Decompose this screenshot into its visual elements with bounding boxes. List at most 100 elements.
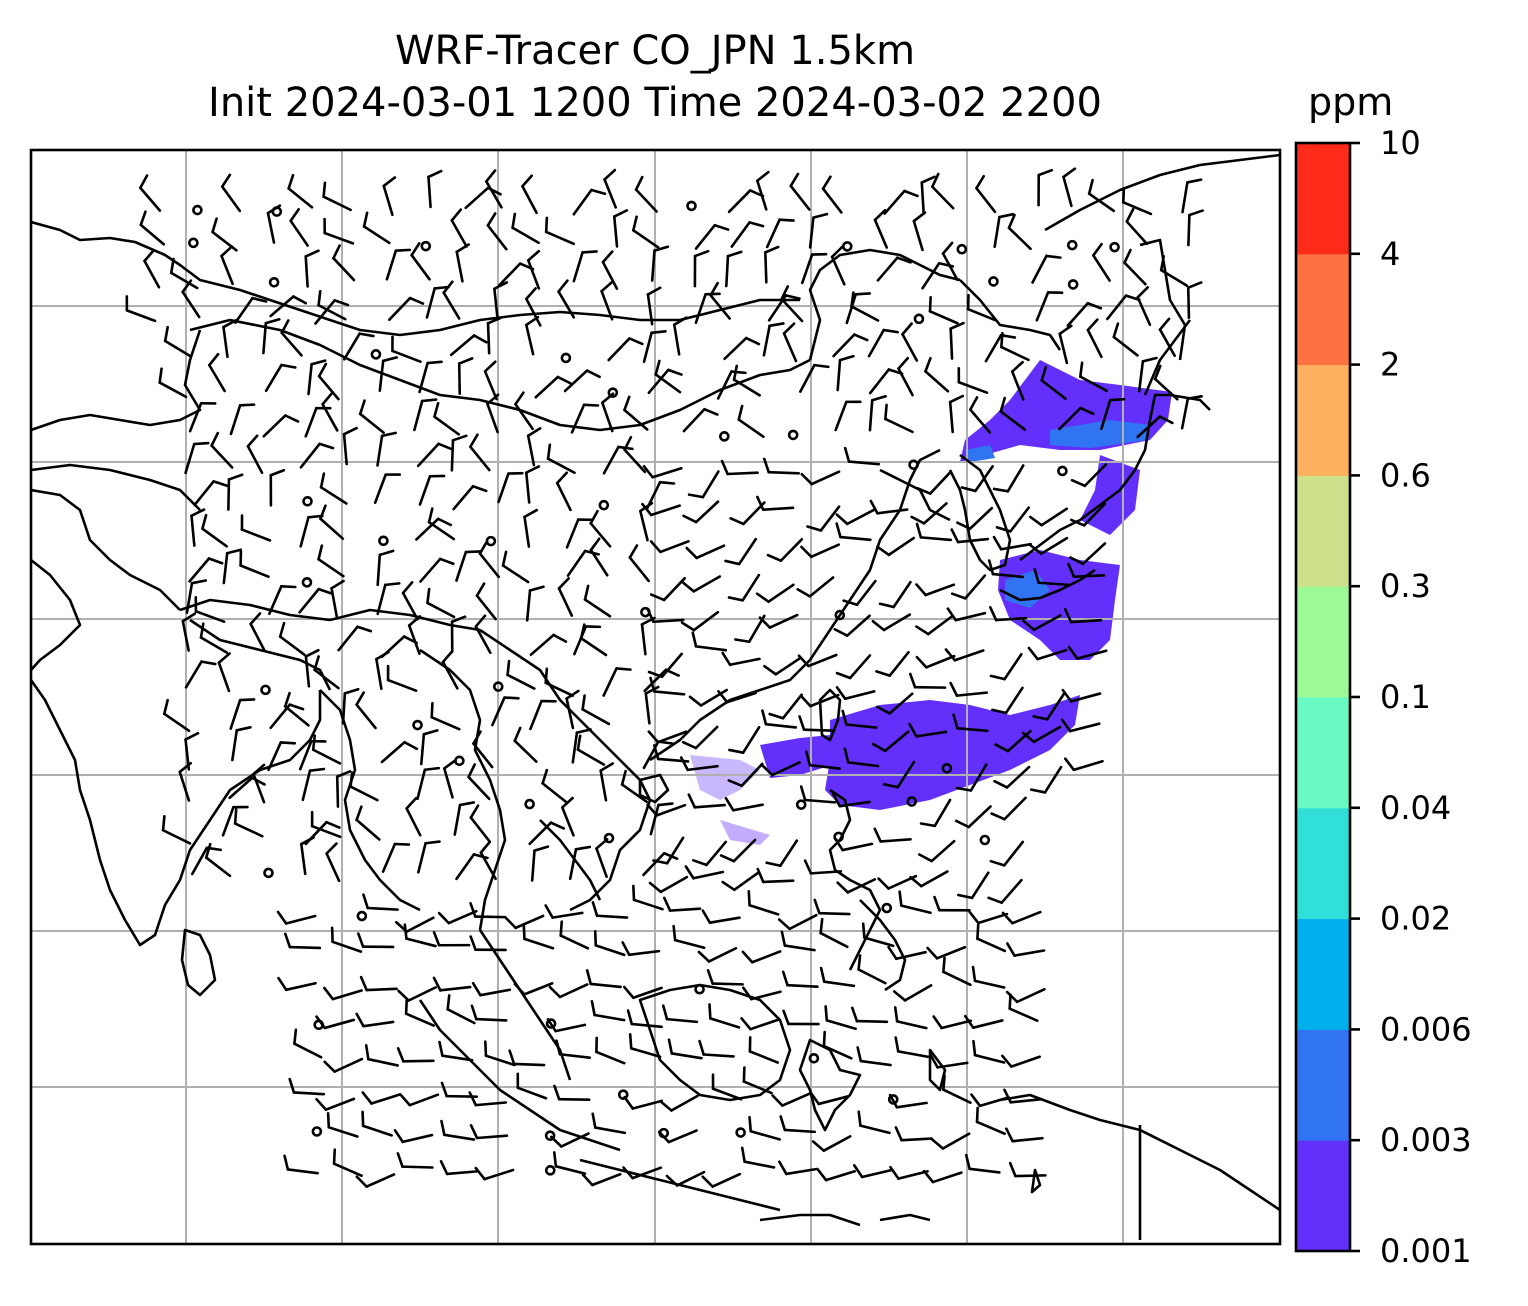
wind-barb-flag: [766, 553, 783, 563]
wind-barb-flag: [533, 845, 550, 852]
wind-barb-flag: [893, 1006, 899, 1023]
wind-barb-shaft: [162, 712, 191, 733]
wind-barb-flag: [358, 332, 375, 338]
wind-barb-flag: [824, 1005, 829, 1022]
wind-barb: [970, 1093, 1011, 1108]
wind-barb-shaft: [883, 189, 906, 215]
wind-barb: [332, 1148, 363, 1177]
coastline-segment: [638, 773, 670, 804]
wind-barb-shaft: [967, 805, 992, 829]
wind-barb: [740, 1146, 776, 1169]
calm-wind-circle: [356, 910, 368, 922]
wind-barb-flag: [1078, 361, 1084, 378]
wind-barb-shaft: [1092, 254, 1111, 282]
wind-barb-flag: [321, 392, 333, 406]
wind-barb: [915, 614, 954, 636]
wind-barb-flag: [799, 785, 807, 802]
wind-barb-flag: [343, 687, 360, 695]
wind-barb-shaft: [973, 979, 1006, 989]
wind-barb-shaft: [627, 949, 661, 957]
wind-barb-flag: [349, 771, 354, 788]
wind-barb-flag: [782, 1009, 790, 1026]
wind-barb: [522, 923, 555, 950]
wind-barb-flag: [190, 508, 206, 518]
wind-barb: [288, 1077, 326, 1096]
calm-wind-circle: [545, 1018, 557, 1029]
wind-barb-shaft: [1000, 878, 1023, 904]
wind-barb: [544, 216, 575, 246]
wind-barb: [821, 175, 843, 214]
wind-barb: [647, 368, 683, 395]
wind-barb-flag: [283, 932, 292, 949]
wind-barb: [969, 396, 992, 434]
wind-barb: [1010, 360, 1025, 401]
wind-barb-shaft: [125, 309, 157, 323]
wind-barb: [385, 248, 412, 281]
wind-barb: [280, 319, 303, 357]
wind-barb-flag: [1001, 1054, 1013, 1068]
wind-barb-flag: [1032, 715, 1049, 721]
wind-barb: [417, 840, 441, 874]
wind-barb-flag: [894, 1036, 900, 1053]
wind-barb-shaft: [516, 1086, 548, 1100]
wind-barb: [963, 1014, 1004, 1029]
wind-barb-flag: [994, 743, 1010, 753]
wind-barb: [956, 506, 994, 531]
wind-barb-flag: [634, 175, 644, 191]
wind-barb: [599, 762, 615, 802]
wind-barb: [396, 1047, 435, 1063]
wind-barb: [930, 1132, 971, 1150]
coastline-segment: [808, 248, 961, 361]
wind-barb-shaft: [692, 870, 725, 880]
wind-barb-shaft: [695, 544, 726, 560]
wind-barb-shaft: [361, 1124, 393, 1137]
wind-barb-flag: [581, 250, 598, 254]
wind-barb-shaft: [650, 249, 656, 282]
wind-barb-shaft: [968, 1167, 1001, 1174]
wind-barb-shaft: [786, 983, 819, 989]
wind-barb-flag: [1058, 324, 1073, 336]
wind-barb-shaft: [554, 1023, 587, 1033]
wind-barb: [474, 614, 492, 655]
wind-barb-flag: [1063, 608, 1073, 624]
wind-barb-shaft: [229, 698, 242, 730]
wind-barb: [850, 291, 880, 322]
wind-barb: [1159, 255, 1189, 287]
colorbar-segment: [1296, 143, 1350, 255]
wind-barb-shaft: [419, 732, 426, 766]
wind-barb-shaft: [566, 549, 587, 577]
wind-barb-shaft: [694, 645, 728, 652]
wind-barb-flag: [856, 1046, 863, 1063]
wind-barb: [922, 1169, 963, 1184]
wind-barb: [1060, 718, 1101, 733]
wind-barb: [479, 840, 497, 881]
wind-barb: [867, 328, 899, 358]
wind-barb-flag: [662, 896, 672, 912]
wind-barb-shaft: [809, 543, 840, 559]
wind-barb-flag: [682, 514, 698, 524]
calm-wind-circle: [1067, 279, 1079, 290]
wind-barb: [724, 537, 758, 566]
wind-barb-flag: [910, 515, 926, 525]
wind-barb-shaft: [971, 1019, 1004, 1029]
wind-barb-shaft: [304, 406, 318, 438]
wind-barb-shaft: [764, 722, 798, 729]
coastline-segment: [999, 568, 1096, 602]
wind-barb-flag: [513, 726, 522, 743]
wind-barb: [427, 507, 456, 541]
wind-barb-shaft: [310, 824, 342, 839]
wind-barb-flag: [557, 577, 571, 590]
calm-wind-circle: [263, 867, 274, 879]
wind-barb: [1087, 178, 1116, 213]
wind-barb: [311, 734, 342, 765]
wind-barb: [307, 359, 327, 396]
wind-barb-shaft: [1032, 614, 1062, 632]
wind-barb: [355, 805, 381, 841]
wind-barb-shaft: [443, 767, 454, 799]
wind-barb-flag: [591, 1112, 597, 1129]
wind-barb-shaft: [467, 775, 491, 801]
wind-barb: [376, 549, 395, 587]
wind-barb-shaft: [628, 556, 650, 583]
colorbar-tick-label: 0.04: [1380, 789, 1451, 827]
wind-barb: [964, 1153, 1001, 1174]
